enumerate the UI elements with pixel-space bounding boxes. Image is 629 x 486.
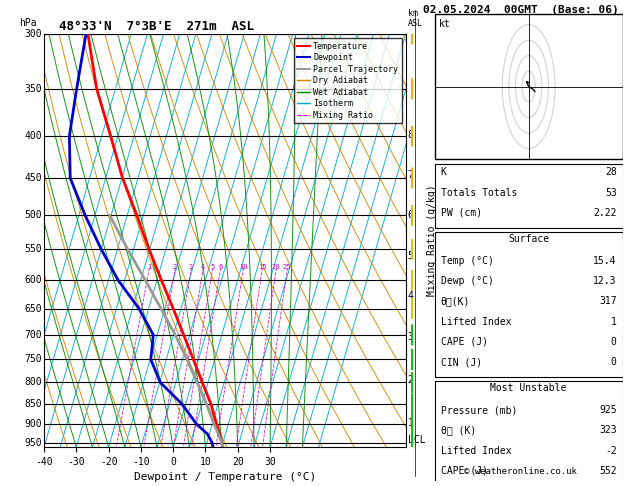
- Text: 323: 323: [599, 425, 616, 435]
- Text: Most Unstable: Most Unstable: [491, 383, 567, 393]
- Text: 5: 5: [408, 251, 413, 260]
- Text: 925: 925: [599, 405, 616, 415]
- Text: θᴄ(K): θᴄ(K): [441, 296, 470, 306]
- Text: 650: 650: [25, 304, 42, 313]
- Text: 15.4: 15.4: [593, 256, 616, 266]
- Text: 6: 6: [408, 210, 413, 221]
- Text: 10: 10: [239, 264, 247, 270]
- Text: 4: 4: [201, 264, 205, 270]
- X-axis label: Dewpoint / Temperature (°C): Dewpoint / Temperature (°C): [134, 472, 316, 483]
- Text: 850: 850: [25, 399, 42, 409]
- Text: 28: 28: [605, 168, 616, 177]
- Text: © weatheronline.co.uk: © weatheronline.co.uk: [464, 468, 577, 476]
- Text: 450: 450: [25, 173, 42, 183]
- Text: 500: 500: [25, 210, 42, 221]
- Text: 02.05.2024  00GMT  (Base: 06): 02.05.2024 00GMT (Base: 06): [423, 5, 618, 15]
- Text: 552: 552: [599, 466, 616, 476]
- Text: CAPE (J): CAPE (J): [441, 337, 487, 347]
- Text: 1: 1: [147, 264, 151, 270]
- Legend: Temperature, Dewpoint, Parcel Trajectory, Dry Adiabat, Wet Adiabat, Isotherm, Mi: Temperature, Dewpoint, Parcel Trajectory…: [294, 38, 401, 123]
- Text: 12.3: 12.3: [593, 276, 616, 286]
- Text: 400: 400: [25, 131, 42, 141]
- Text: 1: 1: [408, 418, 413, 428]
- Text: Totals Totals: Totals Totals: [441, 188, 517, 198]
- Text: 20: 20: [272, 264, 281, 270]
- Text: LCL: LCL: [408, 435, 425, 445]
- Text: 8: 8: [408, 130, 413, 140]
- Text: 800: 800: [25, 377, 42, 387]
- Text: θᴄ (K): θᴄ (K): [441, 425, 476, 435]
- Text: PW (cm): PW (cm): [441, 208, 482, 218]
- Text: Temp (°C): Temp (°C): [441, 256, 494, 266]
- Text: 550: 550: [25, 244, 42, 254]
- Bar: [435, 232, 623, 377]
- Text: 3: 3: [189, 264, 193, 270]
- Text: Mixing Ratio (g/kg): Mixing Ratio (g/kg): [428, 185, 437, 296]
- Text: 2: 2: [408, 375, 413, 385]
- Text: 6: 6: [218, 264, 223, 270]
- Text: 3: 3: [408, 332, 413, 343]
- Text: 317: 317: [599, 296, 616, 306]
- Text: 15: 15: [258, 264, 267, 270]
- Text: CIN (J): CIN (J): [441, 357, 482, 367]
- Text: 2: 2: [173, 264, 177, 270]
- Bar: [435, 164, 623, 228]
- Text: 950: 950: [25, 438, 42, 449]
- Text: CAPE (J): CAPE (J): [441, 466, 487, 476]
- Text: 750: 750: [25, 354, 42, 364]
- Text: Surface: Surface: [508, 234, 549, 244]
- Text: K: K: [441, 168, 447, 177]
- Text: Lifted Index: Lifted Index: [441, 316, 511, 327]
- Text: kt: kt: [439, 19, 450, 29]
- Text: 600: 600: [25, 275, 42, 285]
- Text: 53: 53: [605, 188, 616, 198]
- Text: hPa: hPa: [19, 18, 36, 28]
- Text: Lifted Index: Lifted Index: [441, 446, 511, 455]
- Text: 25: 25: [283, 264, 291, 270]
- Text: km
ASL: km ASL: [408, 9, 423, 28]
- Text: 1: 1: [611, 316, 616, 327]
- Text: 4: 4: [408, 291, 413, 301]
- Text: 0: 0: [611, 337, 616, 347]
- Text: 350: 350: [25, 84, 42, 94]
- Text: 2.22: 2.22: [593, 208, 616, 218]
- Text: 700: 700: [25, 330, 42, 340]
- Text: 900: 900: [25, 419, 42, 429]
- Text: 7: 7: [408, 170, 413, 180]
- Text: 5: 5: [210, 264, 214, 270]
- Text: 0: 0: [611, 357, 616, 367]
- Text: Pressure (mb): Pressure (mb): [441, 405, 517, 415]
- Text: Dewp (°C): Dewp (°C): [441, 276, 494, 286]
- Text: 48°33'N  7°3B'E  271m  ASL: 48°33'N 7°3B'E 271m ASL: [44, 20, 254, 33]
- Bar: [435, 381, 623, 486]
- Text: 300: 300: [25, 29, 42, 39]
- Text: -2: -2: [605, 446, 616, 455]
